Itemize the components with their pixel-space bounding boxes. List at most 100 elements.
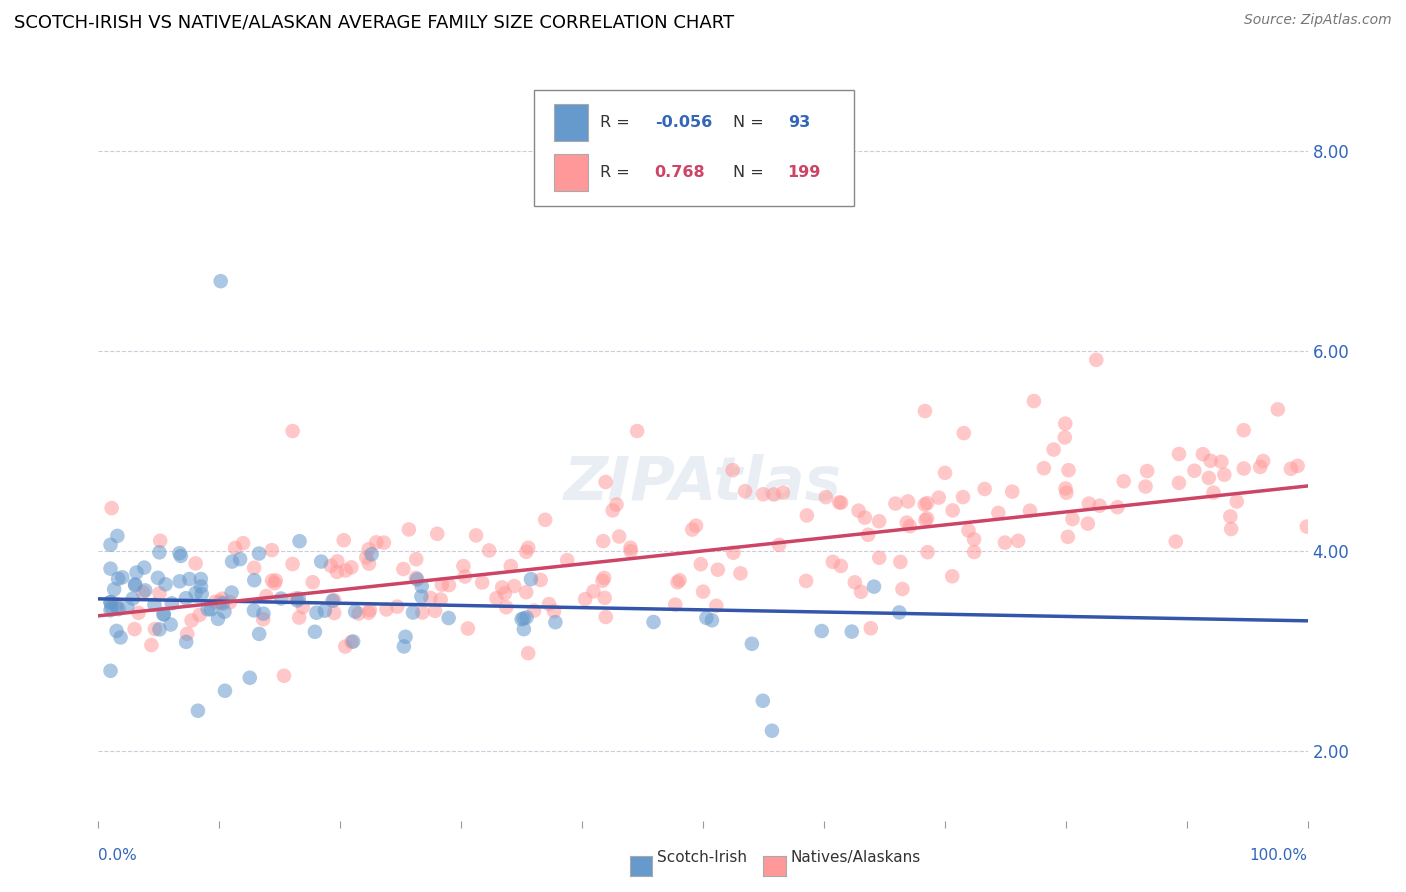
Point: [973, 482, 995, 496]
Point: [270, 591, 292, 606]
Point: [287, 593, 309, 607]
Point: [544, 615, 567, 630]
Point: [915, 511, 938, 525]
Point: [359, 603, 381, 617]
Point: [517, 646, 540, 660]
Point: [411, 590, 433, 604]
Point: [914, 513, 936, 527]
Point: [952, 426, 974, 441]
Point: [593, 591, 616, 605]
Text: N =: N =: [734, 165, 769, 180]
Point: [1164, 534, 1187, 549]
Point: [1001, 484, 1024, 499]
Point: [402, 606, 425, 620]
Point: [124, 578, 146, 592]
Point: [605, 498, 627, 512]
Point: [513, 622, 536, 636]
Point: [197, 602, 219, 616]
Point: [273, 669, 295, 683]
Point: [1220, 522, 1243, 536]
Point: [868, 514, 890, 528]
Point: [884, 497, 907, 511]
Point: [134, 583, 156, 598]
Point: [828, 495, 851, 509]
Point: [107, 572, 129, 586]
Point: [146, 571, 169, 585]
Point: [734, 484, 756, 499]
Point: [392, 562, 415, 576]
Point: [928, 491, 950, 505]
Point: [530, 573, 553, 587]
Point: [103, 582, 125, 597]
Point: [574, 592, 596, 607]
Point: [499, 559, 522, 574]
Point: [200, 602, 222, 616]
Point: [963, 533, 986, 547]
Point: [141, 638, 163, 652]
Point: [319, 558, 342, 573]
Point: [423, 604, 446, 618]
Point: [405, 571, 427, 585]
Point: [209, 596, 232, 610]
Point: [517, 541, 540, 555]
Point: [360, 547, 382, 561]
Point: [437, 578, 460, 592]
Point: [264, 574, 287, 588]
Point: [344, 605, 367, 619]
Point: [305, 606, 328, 620]
Point: [184, 586, 207, 600]
Point: [170, 549, 193, 563]
Point: [934, 466, 956, 480]
Point: [229, 552, 252, 566]
Point: [868, 550, 890, 565]
Point: [1286, 458, 1309, 473]
Point: [332, 533, 354, 548]
Point: [411, 579, 433, 593]
Point: [914, 404, 936, 418]
Point: [515, 545, 537, 559]
Point: [889, 555, 911, 569]
Point: [1062, 512, 1084, 526]
Point: [1136, 464, 1159, 478]
Point: [523, 604, 546, 618]
Point: [169, 574, 191, 589]
Point: [1251, 454, 1274, 468]
Point: [291, 600, 314, 615]
Text: 199: 199: [787, 165, 821, 180]
Point: [426, 526, 449, 541]
Point: [1042, 442, 1064, 457]
Point: [155, 577, 177, 591]
Point: [915, 496, 938, 510]
Point: [100, 595, 122, 609]
Point: [219, 595, 242, 609]
Point: [814, 490, 837, 504]
Point: [761, 723, 783, 738]
Bar: [554, 103, 588, 141]
Point: [1168, 447, 1191, 461]
Point: [619, 541, 641, 555]
Point: [856, 528, 879, 542]
Point: [190, 572, 212, 586]
Point: [810, 624, 832, 638]
Point: [322, 593, 344, 607]
Point: [543, 604, 565, 618]
Point: [111, 570, 134, 584]
Point: [411, 606, 433, 620]
Point: [595, 475, 617, 489]
Point: [309, 555, 332, 569]
Point: [281, 557, 304, 571]
Point: [252, 612, 274, 626]
Point: [134, 560, 156, 574]
Point: [398, 523, 420, 537]
Point: [666, 575, 689, 590]
Point: [453, 559, 475, 574]
Point: [207, 612, 229, 626]
Point: [100, 538, 122, 552]
Point: [180, 614, 202, 628]
Point: [591, 574, 613, 588]
Point: [503, 579, 526, 593]
Point: [214, 605, 236, 619]
Point: [304, 624, 326, 639]
Point: [149, 533, 172, 548]
Point: [1088, 499, 1111, 513]
